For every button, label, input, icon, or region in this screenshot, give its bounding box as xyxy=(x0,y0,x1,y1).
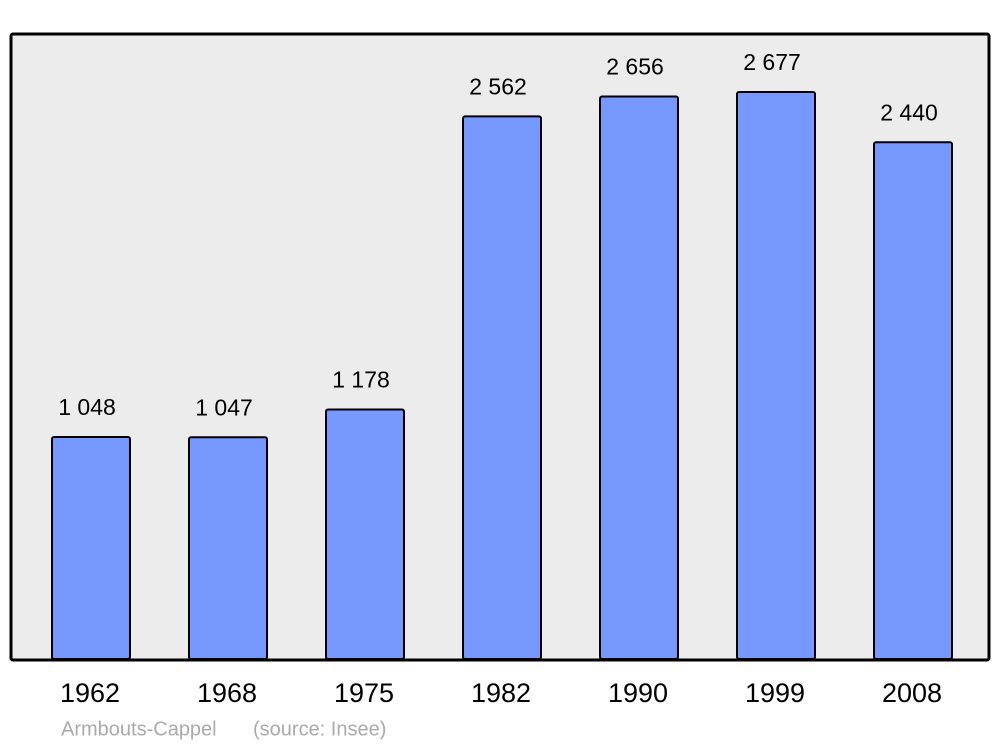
value-label: 1 048 xyxy=(58,394,116,420)
bar xyxy=(325,408,405,661)
x-tick-label: 1962 xyxy=(60,678,120,708)
bar xyxy=(736,91,816,660)
value-label: 1 047 xyxy=(195,394,253,420)
chart-title: Armbouts-Cappel xyxy=(61,718,217,740)
source-note: (source: Insee) xyxy=(253,718,386,740)
x-tick-label: 1982 xyxy=(471,678,531,708)
value-label: 2 562 xyxy=(469,73,527,99)
bar xyxy=(873,141,953,660)
bar xyxy=(599,95,679,661)
value-label: 2 440 xyxy=(880,99,938,125)
value-label: 2 656 xyxy=(606,54,664,80)
x-tick-label: 1968 xyxy=(197,678,257,708)
bar xyxy=(188,436,268,660)
x-tick-label: 2008 xyxy=(882,678,942,708)
x-tick-label: 1999 xyxy=(745,678,805,708)
x-tick-label: 1990 xyxy=(608,678,668,708)
value-label: 2 677 xyxy=(743,49,801,75)
x-tick-label: 1975 xyxy=(334,678,394,708)
bar xyxy=(51,436,131,660)
bar xyxy=(462,115,542,661)
value-label: 1 178 xyxy=(332,367,390,393)
